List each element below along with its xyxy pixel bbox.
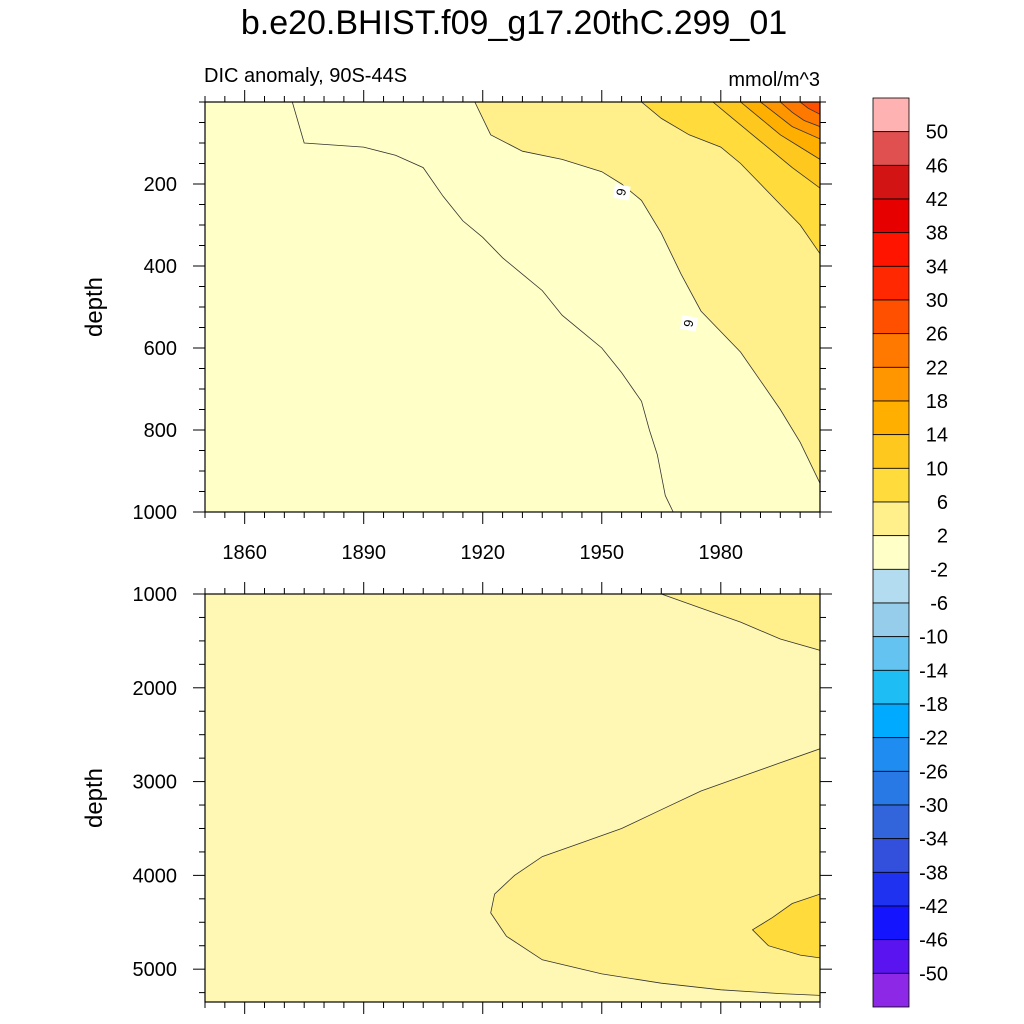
- contour-line-26: [780, 102, 820, 127]
- colorbar-swatch: [872, 669, 910, 705]
- contour-label: 6: [612, 183, 631, 201]
- upper-panel: 6 6 1860 1890 1920 1950 1980 200 400 600 800 1000 de…: [81, 90, 832, 564]
- colorbar: 50 46 42 38 34 30 26 22 18 14 10 6 2 -2 -6 -10 -14 -18 -22…: [872, 97, 948, 1008]
- contour-line-10: [641, 102, 820, 254]
- colorbar-label: 50: [926, 122, 948, 144]
- colorbar-label: 34: [926, 256, 948, 278]
- contour-line-30: [799, 102, 820, 115]
- colorbar-swatch: [872, 602, 910, 638]
- colorbar-label: 10: [926, 458, 948, 480]
- colorbar-swatch: [872, 198, 910, 234]
- y-tick-label: 1000: [133, 502, 178, 524]
- colorbar-label: -14: [919, 660, 948, 682]
- colorbar-swatch: [872, 703, 910, 739]
- colorbar-swatch: [872, 333, 910, 368]
- x-tick-label: 1950: [580, 542, 625, 564]
- colorbar-label: 46: [926, 155, 948, 177]
- x-tick-label: 1890: [341, 542, 386, 564]
- colorbar-swatch: [872, 501, 910, 537]
- contour-region-1: [490, 748, 820, 996]
- colorbar-label: -10: [919, 627, 948, 649]
- colorbar-label: -22: [919, 728, 948, 750]
- x-tick-label: 1980: [699, 542, 744, 564]
- y-tick-label: 400: [144, 256, 177, 278]
- colorbar-label: -26: [919, 761, 948, 783]
- colorbar-label: 22: [926, 357, 948, 379]
- colorbar-label: 18: [926, 391, 948, 413]
- y-axis-label: depth: [81, 277, 108, 337]
- y-tick-label: 2000: [133, 678, 178, 700]
- colorbar-swatch: [872, 434, 910, 469]
- y-tick-label: 3000: [133, 772, 178, 794]
- colorbar-swatch: [872, 265, 910, 301]
- colorbar-swatch: [872, 568, 910, 604]
- colorbar-label: -30: [919, 795, 948, 817]
- colorbar-label: -38: [919, 862, 948, 884]
- contour-region-0: [661, 594, 820, 651]
- units-label: mmol/m^3: [728, 69, 820, 91]
- colorbar-swatch: [872, 636, 910, 671]
- contour-label-text: 6: [613, 187, 629, 197]
- colorbar-label: -18: [919, 694, 948, 716]
- colorbar-label: 42: [926, 189, 948, 211]
- colorbar-label: -6: [930, 593, 948, 615]
- contour-line-2: [291, 102, 674, 512]
- chart-title: b.e20.BHIST.f09_g17.20thC.299_01: [241, 4, 787, 42]
- colorbar-swatch: [872, 770, 910, 806]
- contour-fill-30: [800, 102, 820, 115]
- colorbar-swatch: [872, 838, 910, 873]
- colorbar-label: 30: [926, 290, 948, 312]
- colorbar-swatch: [872, 97, 910, 133]
- colorbar-swatch: [872, 400, 910, 436]
- contour-fill-6: [474, 102, 820, 484]
- colorbar-label: 14: [926, 425, 948, 447]
- colorbar-swatch: [872, 164, 910, 200]
- colorbar-swatch: [872, 131, 910, 166]
- colorbar-swatch: [872, 804, 910, 840]
- colorbar-label: 38: [926, 223, 948, 245]
- y-tick-label: 4000: [133, 865, 178, 887]
- contour-line-6: [474, 102, 820, 484]
- colorbar-swatch: [872, 939, 910, 974]
- panel-frame: [204, 593, 821, 1003]
- lower-panel: 1000 2000 3000 4000 5000 depth: [81, 582, 832, 1014]
- colorbar-swatch: [872, 972, 910, 1008]
- y-tick-label: 200: [144, 174, 177, 196]
- y-tick-label: 1000: [133, 584, 178, 606]
- y-tick-label: 600: [144, 338, 177, 360]
- colorbar-label: 6: [937, 492, 948, 514]
- contour-region-2: [751, 893, 820, 959]
- colorbar-label: -2: [930, 559, 948, 581]
- y-tick-label: 800: [144, 420, 177, 442]
- colorbar-label: -34: [919, 829, 948, 851]
- colorbar-label: -50: [919, 963, 948, 985]
- colorbar-label: -46: [919, 930, 948, 952]
- y-tick-label: 5000: [133, 959, 178, 981]
- colorbar-label: -42: [919, 896, 948, 918]
- colorbar-swatch: [872, 737, 910, 772]
- colorbar-swatch: [872, 871, 910, 907]
- colorbar-swatch: [872, 366, 910, 402]
- colorbar-swatch: [872, 535, 910, 570]
- chart-subtitle: DIC anomaly, 90S-44S: [204, 65, 407, 87]
- colorbar-swatch: [872, 232, 910, 267]
- colorbar-label: 26: [926, 324, 948, 346]
- colorbar-swatch: [872, 299, 910, 335]
- x-tick-label: 1920: [460, 542, 505, 564]
- contour-line-18: [740, 102, 820, 160]
- contour-line-14: [712, 102, 820, 189]
- contour-line-22: [760, 102, 820, 140]
- contour-label: 6: [679, 315, 699, 332]
- contour-label-text: 6: [681, 318, 697, 328]
- y-axis-label: depth: [81, 768, 108, 828]
- colorbar-swatch: [872, 905, 910, 941]
- x-tick-label: 1860: [222, 542, 267, 564]
- colorbar-label: 2: [937, 526, 948, 548]
- colorbar-swatch: [872, 467, 910, 503]
